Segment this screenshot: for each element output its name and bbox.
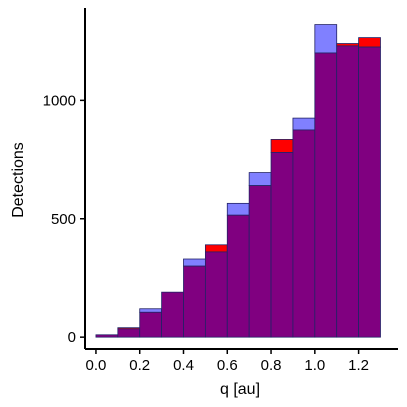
y-tick-label: 1000: [43, 92, 76, 109]
bar-overlap: [336, 45, 360, 338]
x-tick-label: 0.6: [217, 357, 238, 374]
bar-excess: [226, 202, 250, 216]
axes-layer: 0 500 1000 0.0 0.2 0.4 0.6 0.8 1.0 1.2: [43, 8, 398, 374]
y-tick-label: 0: [68, 329, 76, 346]
bar-excess: [204, 244, 228, 253]
bar-overlap: [314, 52, 338, 338]
bar-overlap: [226, 214, 250, 338]
bar-excess: [248, 172, 272, 187]
x-tick-label: 0.0: [86, 357, 107, 374]
bar-overlap: [270, 152, 294, 338]
x-tick-label: 0.2: [129, 357, 150, 374]
bar-overlap: [248, 185, 272, 338]
y-tick-label: 500: [51, 211, 76, 228]
x-axis-title: q [au]: [220, 381, 260, 398]
bar-excess: [139, 308, 163, 313]
bar-excess: [314, 24, 338, 54]
y-axis-title: Detections: [10, 142, 27, 218]
bar-excess: [292, 117, 316, 131]
bar-excess: [358, 37, 381, 48]
bar-overlap: [183, 265, 206, 338]
bar-overlap: [358, 46, 381, 338]
bar-overlap: [161, 291, 184, 338]
bar-overlap: [204, 251, 228, 338]
x-tick-label: 1.0: [304, 357, 325, 374]
x-tick-label: 1.2: [348, 357, 369, 374]
bars-layer: [95, 24, 381, 338]
bar-excess: [183, 258, 206, 267]
bar-overlap: [139, 311, 163, 338]
x-tick-label: 0.4: [173, 357, 194, 374]
bar-overlap: [117, 328, 141, 338]
bar-excess: [270, 139, 294, 153]
bar-overlap: [95, 334, 119, 338]
x-tick-label: 0.8: [261, 357, 282, 374]
bar-overlap: [292, 129, 316, 338]
